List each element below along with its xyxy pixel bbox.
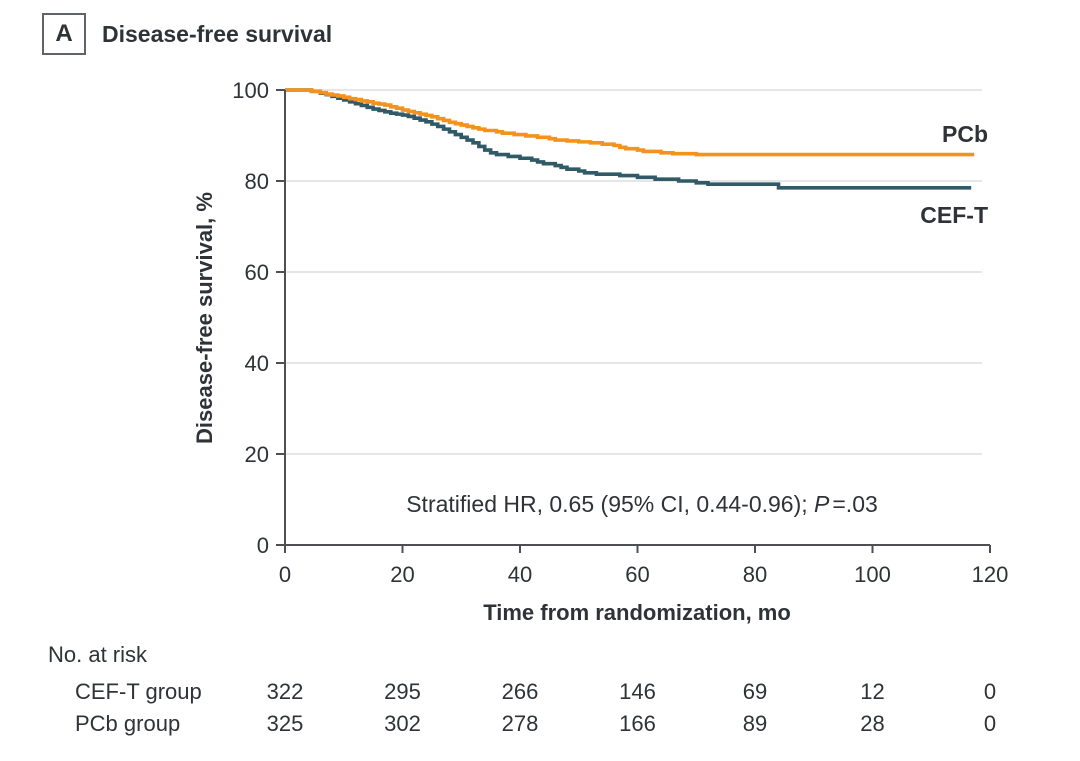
risk-value: 325 [267, 711, 304, 736]
curve-label-ceft: CEF-T [920, 202, 988, 228]
y-tick-label: 40 [245, 351, 269, 376]
y-tick-label: 80 [245, 169, 269, 194]
panel-letter: A [55, 20, 73, 47]
survival-curves [285, 88, 975, 190]
curve-pcb [285, 88, 975, 157]
risk-value: 166 [619, 711, 656, 736]
risk-table: CEF-T group 322 295 266 146 69 12 0 PCb group 325… [75, 679, 996, 736]
risk-value: 266 [502, 679, 539, 704]
y-tick-label: 60 [245, 260, 269, 285]
risk-value: 322 [267, 679, 304, 704]
risk-value: 12 [860, 679, 884, 704]
risk-value: 278 [502, 711, 539, 736]
curve-cef-t [285, 88, 972, 190]
risk-row-label: PCb group [75, 711, 180, 736]
panel-title: Disease-free survival [102, 20, 333, 47]
y-tick-label: 0 [257, 533, 269, 558]
x-tick-label: 60 [625, 562, 649, 587]
x-axis-title: Time from randomization, mo [483, 600, 791, 625]
hr-annotation-p: P [814, 491, 830, 517]
risk-value: 28 [860, 711, 884, 736]
risk-value: 0 [984, 679, 996, 704]
hr-annotation-prefix: Stratified HR, 0.65 (95% CI, 0.44-0.96); [406, 491, 814, 517]
risk-row-label: CEF-T group [75, 679, 202, 704]
y-tick-label: 100 [232, 78, 269, 103]
panel-letter-box: A [42, 13, 86, 55]
x-tick-label: 120 [972, 562, 1009, 587]
curve-label-pcb: PCb [942, 121, 988, 147]
risk-value: 89 [743, 711, 767, 736]
hr-annotation-suffix: =.03 [832, 491, 877, 517]
gridlines [285, 89, 982, 455]
tick-labels: 0 20 40 60 80 100 0 20 40 60 80 100 120 [232, 78, 1008, 587]
hr-annotation: Stratified HR, 0.65 (95% CI, 0.44-0.96);… [406, 491, 878, 517]
risk-value: 302 [384, 711, 421, 736]
panel-header: A Disease-free survival [42, 13, 332, 55]
y-axis-title: Disease-free survival, % [192, 192, 217, 444]
risk-table-header: No. at risk [48, 642, 148, 667]
risk-value: 69 [743, 679, 767, 704]
axes [276, 89, 991, 553]
x-tick-label: 100 [854, 562, 891, 587]
x-tick-label: 40 [508, 562, 532, 587]
x-tick-label: 0 [279, 562, 291, 587]
risk-value: 146 [619, 679, 656, 704]
risk-value: 0 [984, 711, 996, 736]
x-tick-label: 20 [390, 562, 414, 587]
risk-value: 295 [384, 679, 421, 704]
y-tick-label: 20 [245, 442, 269, 467]
x-tick-label: 80 [743, 562, 767, 587]
